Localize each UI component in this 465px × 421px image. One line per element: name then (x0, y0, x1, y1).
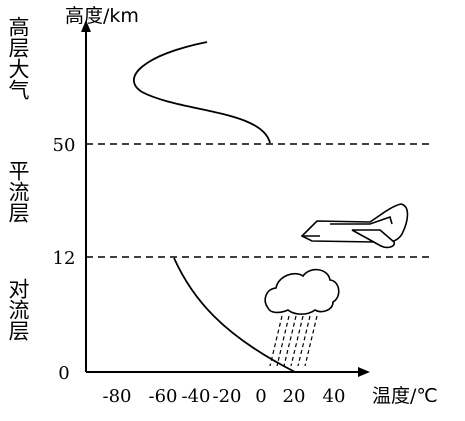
rain-cloud-icon (264, 268, 340, 367)
x-tick-label-m40: -40 (182, 386, 211, 407)
x-tick-label-20: 20 (283, 386, 306, 407)
x-axis-arrow (358, 367, 370, 377)
layer-name-upper-atmosphere: 高层大气 (6, 16, 30, 100)
layer-name-stratosphere: 平流层 (6, 160, 30, 223)
x-axis-label: 温度/℃ (372, 385, 438, 407)
temperature-curve-upper (132, 41, 271, 144)
x-tick-label-40: 40 (323, 386, 346, 407)
y-tick-label-0: 0 (58, 363, 69, 384)
x-tick-label-m80: -80 (103, 386, 132, 407)
x-tick-label-m60: -60 (149, 386, 178, 407)
y-axis-label: 高度/km (65, 5, 139, 27)
temperature-curve-troposphere (173, 257, 296, 373)
layer-name-troposphere: 对流层 (6, 278, 30, 341)
y-tick-label-12: 12 (53, 248, 76, 269)
y-axis-arrow (81, 20, 91, 32)
x-tick-label-m20: -20 (213, 386, 242, 407)
x-tick-label-0: 0 (255, 386, 266, 407)
airplane-icon (300, 203, 409, 249)
y-tick-label-50: 50 (53, 135, 76, 156)
